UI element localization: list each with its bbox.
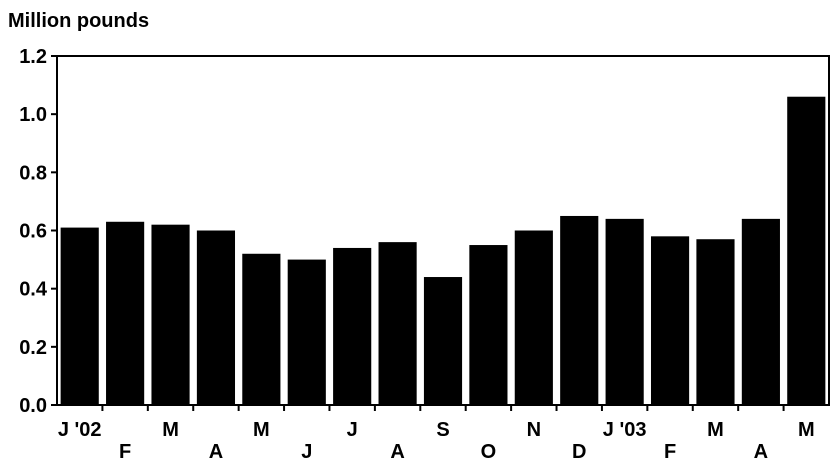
- bar: [151, 224, 190, 405]
- x-tick-label: O: [481, 441, 497, 462]
- bar: [60, 227, 99, 405]
- y-tick-label: 0.0: [19, 395, 47, 417]
- bar: [741, 218, 780, 405]
- x-tick-label: M: [707, 419, 724, 441]
- x-tick-label: A: [209, 441, 223, 462]
- plot-frame: [56, 55, 830, 406]
- bar: [605, 218, 644, 405]
- x-tick-label: J: [301, 441, 312, 462]
- bar: [560, 215, 599, 405]
- bar: [514, 230, 553, 405]
- bar: [650, 236, 690, 405]
- bar: [378, 242, 417, 405]
- x-tick-label: S: [436, 419, 449, 441]
- bars: [60, 96, 826, 405]
- bar: [696, 239, 735, 405]
- y-axis-ticks: 0.0 0.2 0.4 0.6 0.8 1.0 1.2: [19, 46, 57, 417]
- y-tick-label: 1.0: [19, 104, 47, 126]
- x-tick-label: N: [527, 419, 541, 441]
- bar: [287, 259, 326, 405]
- x-tick-label: D: [572, 441, 586, 462]
- x-tick-label: A: [754, 441, 768, 462]
- y-tick-label: 1.2: [19, 46, 47, 68]
- x-tick-label: M: [253, 419, 270, 441]
- bar: [469, 245, 508, 405]
- x-tick-label: M: [162, 419, 179, 441]
- bar: [196, 230, 236, 405]
- x-tick-label: F: [664, 441, 676, 462]
- y-tick-label: 0.6: [19, 221, 47, 243]
- bar: [423, 277, 463, 405]
- x-tick-label: A: [390, 441, 404, 462]
- x-axis-ticks: J '02 F M A M J J A S O N D J '03 F M A M: [58, 405, 815, 462]
- y-tick-label: 0.2: [19, 337, 47, 359]
- x-tick-label: M: [798, 419, 815, 441]
- x-tick-label: J '02: [58, 419, 102, 441]
- x-tick-label: J '03: [603, 419, 647, 441]
- y-axis-title: Million pounds: [8, 10, 149, 32]
- y-tick-label: 0.4: [19, 279, 48, 301]
- x-tick-label: J: [347, 419, 358, 441]
- bar: [787, 96, 826, 405]
- bar: [333, 247, 372, 405]
- y-tick-label: 0.8: [19, 162, 47, 184]
- x-tick-label: F: [119, 441, 131, 462]
- bar: [242, 253, 281, 405]
- bar: [106, 221, 145, 405]
